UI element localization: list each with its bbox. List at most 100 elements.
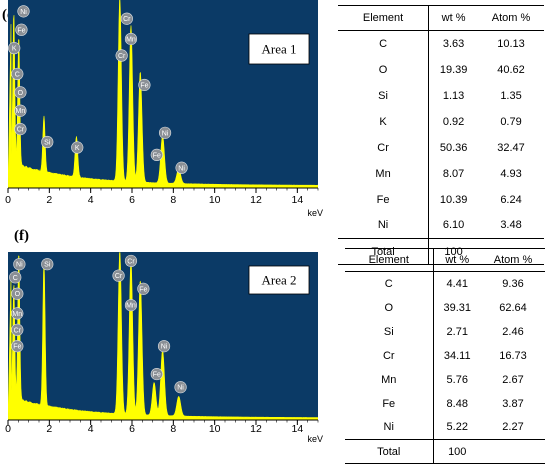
table-cell: 34.11 xyxy=(443,349,471,362)
element-tag-marker xyxy=(124,254,138,268)
element-tag-label: K xyxy=(12,46,17,53)
element-tag-marker xyxy=(11,340,24,353)
element-tag-label: Si xyxy=(44,140,51,147)
element-tag-marker xyxy=(11,67,24,81)
spectrum-group xyxy=(8,0,318,188)
eds-spectrum-chart-area-2: 0 2 4 6 8 10 12 14 keV Ni C O Mn Cr Fe Si Cr Cr Fe Mn Ni Fe Ni… xyxy=(5,252,323,444)
element-tag-marker xyxy=(157,340,171,353)
table-cell: 9.36 xyxy=(502,277,524,290)
element-tag-marker xyxy=(137,282,150,295)
table-row: Fe 10.39 6.24 xyxy=(338,186,544,213)
table-cell: C xyxy=(345,271,434,296)
table-cell: 1.13 xyxy=(442,89,465,102)
table-cell: Si xyxy=(338,82,430,109)
table-cell: 4.93 xyxy=(500,167,522,180)
table-cell: 62.64 xyxy=(499,301,527,314)
element-tag-label: Cr xyxy=(118,53,126,60)
table-cell: 3.63 xyxy=(442,37,465,50)
element-tag-label: Cr xyxy=(123,16,131,23)
table-cell: Cr xyxy=(345,343,434,368)
column-header: Atom % xyxy=(481,248,545,272)
table-total-row: Total 100 xyxy=(345,439,545,464)
element-tag-marker xyxy=(41,135,54,149)
table-cell: 2.46 xyxy=(502,325,524,338)
element-tag-label: Fe xyxy=(153,152,161,159)
x-tick-label: 14 xyxy=(291,194,303,206)
composition-table-area-1: Element wt % Atom % C 3.63 10.13 O 19.39 40.62 Si… xyxy=(338,5,544,265)
column-header: Atom % xyxy=(478,5,544,31)
table-row: O 39.31 62.64 xyxy=(345,295,545,320)
table-header-row: Element wt % Atom % xyxy=(345,248,545,272)
table-cell: 3.48 xyxy=(500,219,522,232)
table-cell: 2.67 xyxy=(502,373,524,386)
table-cell: O xyxy=(338,56,430,83)
table-cell: 0.92 xyxy=(442,115,465,128)
spectrum-trace xyxy=(8,0,318,188)
x-tick-label: 0 xyxy=(5,423,11,435)
table-row: C 4.41 9.36 xyxy=(345,271,545,296)
element-tag-label: Cr xyxy=(17,127,25,134)
table-cell: 2.71 xyxy=(446,325,468,338)
element-tag-marker xyxy=(174,381,187,394)
element-tag-label: Ni xyxy=(178,165,185,172)
x-axis-unit-label: keV xyxy=(307,208,323,218)
table-cell: 39.31 xyxy=(443,301,472,314)
element-tag-label: Fe xyxy=(17,27,25,34)
table-cell: 5.22 xyxy=(446,421,468,434)
element-tag-marker xyxy=(112,269,125,282)
element-tag-label: Ni xyxy=(161,344,168,351)
table-cell: 0.79 xyxy=(500,115,522,128)
table-cell: Mn xyxy=(338,160,430,187)
table-cell: 40.62 xyxy=(497,63,525,76)
element-tag-label: Ni xyxy=(177,385,184,392)
table-row: C 3.63 10.13 xyxy=(338,30,544,57)
area-label-box xyxy=(248,265,310,295)
x-tick-label: 12 xyxy=(250,194,262,206)
column-header: wt % xyxy=(433,248,481,272)
element-tag-marker xyxy=(150,148,163,161)
element-tag-label: Cr xyxy=(115,273,123,280)
x-tick-label: 10 xyxy=(209,194,221,206)
table-row: Mn 8.07 4.93 xyxy=(338,160,544,187)
table-cell: 19.39 xyxy=(439,63,468,76)
table-row: Cr 34.11 16.73 xyxy=(345,343,545,368)
table-cell: Total xyxy=(345,439,434,464)
element-tag-label: Si xyxy=(44,262,51,269)
table-cell: Fe xyxy=(338,186,430,213)
column-header: Element xyxy=(345,248,434,272)
element-tag-label: K xyxy=(75,145,80,152)
table-cell: 8.48 xyxy=(446,397,468,410)
table-cell: O xyxy=(345,295,434,320)
element-tag-label: Fe xyxy=(139,286,147,293)
eds-spectrum-area-1: 0 2 4 6 8 10 12 14 keV Ni Fe K C O Mn Cr Si K Cr Mn Cr Fe Ni Fe… xyxy=(0,0,325,222)
element-tag-marker xyxy=(8,42,21,55)
table-cell: 3.87 xyxy=(502,397,524,410)
element-tag-label: O xyxy=(18,90,24,97)
element-tag-label: Fe xyxy=(140,82,148,89)
element-tag-label: Fe xyxy=(13,344,21,351)
element-tag-marker xyxy=(124,299,138,312)
element-tag-marker xyxy=(71,141,84,154)
x-tick-label: 8 xyxy=(170,194,176,206)
table-cell: Mn xyxy=(345,367,434,392)
element-tag-marker xyxy=(17,5,30,18)
element-tag-label: Mn xyxy=(12,311,22,318)
x-tick-label: 14 xyxy=(291,423,303,435)
table-cell: 50.36 xyxy=(439,141,468,154)
table-cell: 100 xyxy=(433,439,481,464)
element-tag-label: Cr xyxy=(14,327,22,334)
element-tag-label: Cr xyxy=(127,258,135,265)
element-tag-marker xyxy=(158,126,172,139)
x-tick-label: 0 xyxy=(5,194,11,206)
element-tag-label: C xyxy=(15,71,20,78)
table-cell: 2.27 xyxy=(502,421,524,434)
element-tag-marker xyxy=(9,271,22,284)
element-tag-label: C xyxy=(13,275,18,282)
x-tick-label: 6 xyxy=(129,194,135,206)
element-tag-marker xyxy=(138,78,151,92)
element-tag-marker xyxy=(11,307,24,320)
element-tag-label: Ni xyxy=(20,9,27,16)
element-tag-marker xyxy=(14,86,27,99)
column-header: wt % xyxy=(428,5,479,31)
table-cell: 4.41 xyxy=(446,277,468,290)
